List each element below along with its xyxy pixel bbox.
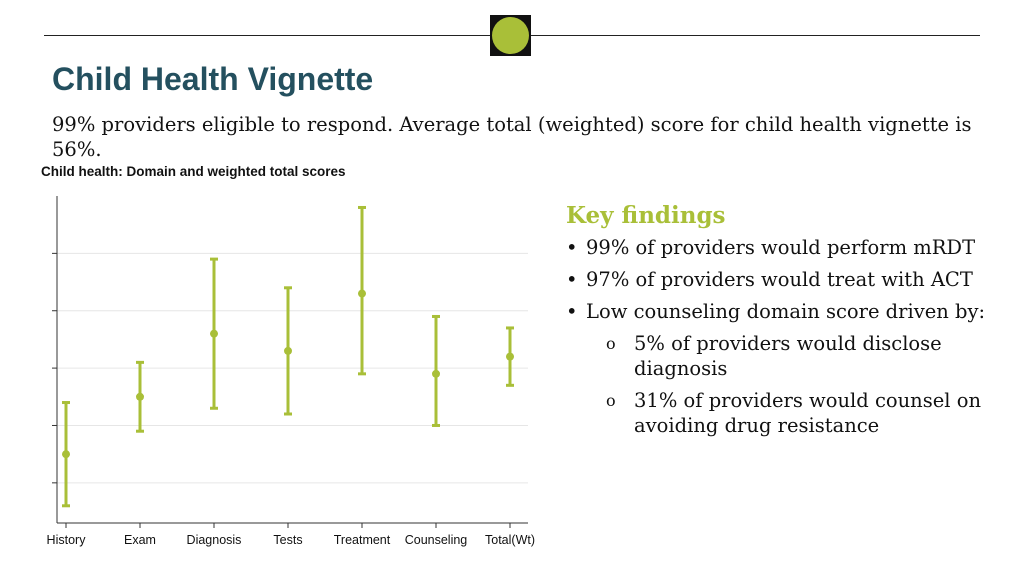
- x-tick-label: Treatment: [334, 533, 391, 547]
- error-bar-chart: History Exam Diagnosis Tests Treatment Counse…: [47, 196, 535, 547]
- x-tick-label: History: [47, 533, 87, 547]
- findings-list: 99% of providers would perform mRDT 97% …: [566, 235, 1016, 438]
- point-estimate: [284, 346, 292, 355]
- point-estimate: [432, 369, 440, 378]
- finding-subitem: 5% of providers would disclose diagnosis: [566, 331, 1016, 381]
- chart-title: Child health: Domain and weighted total …: [41, 164, 346, 179]
- x-tick-label: Tests: [273, 533, 302, 547]
- finding-item: Low counseling domain score driven by:: [566, 299, 1016, 324]
- x-tick-label: Total(Wt): [485, 533, 535, 547]
- slide-title: Child Health Vignette: [52, 61, 374, 97]
- finding-subitem: 31% of providers would counsel on avoidi…: [566, 388, 1016, 438]
- finding-item: 97% of providers would treat with ACT: [566, 267, 1016, 292]
- x-tick-label: Diagnosis: [187, 533, 242, 547]
- findings-title: Key findings: [566, 202, 726, 229]
- point-estimate: [136, 392, 144, 401]
- slide-subtitle: 99% providers eligible to respond. Avera…: [52, 113, 972, 161]
- x-tick-label: Counseling: [405, 533, 468, 547]
- x-tick-label: Exam: [124, 533, 156, 547]
- key-findings-panel: Key findings 99% of providers would perf…: [566, 202, 1016, 445]
- point-estimate: [358, 289, 366, 298]
- finding-item: 99% of providers would perform mRDT: [566, 235, 1016, 260]
- point-estimate: [62, 450, 70, 459]
- logo-circle-icon: [492, 17, 529, 54]
- logo-badge: [490, 15, 531, 56]
- point-estimate: [506, 352, 514, 361]
- point-estimate: [210, 329, 218, 338]
